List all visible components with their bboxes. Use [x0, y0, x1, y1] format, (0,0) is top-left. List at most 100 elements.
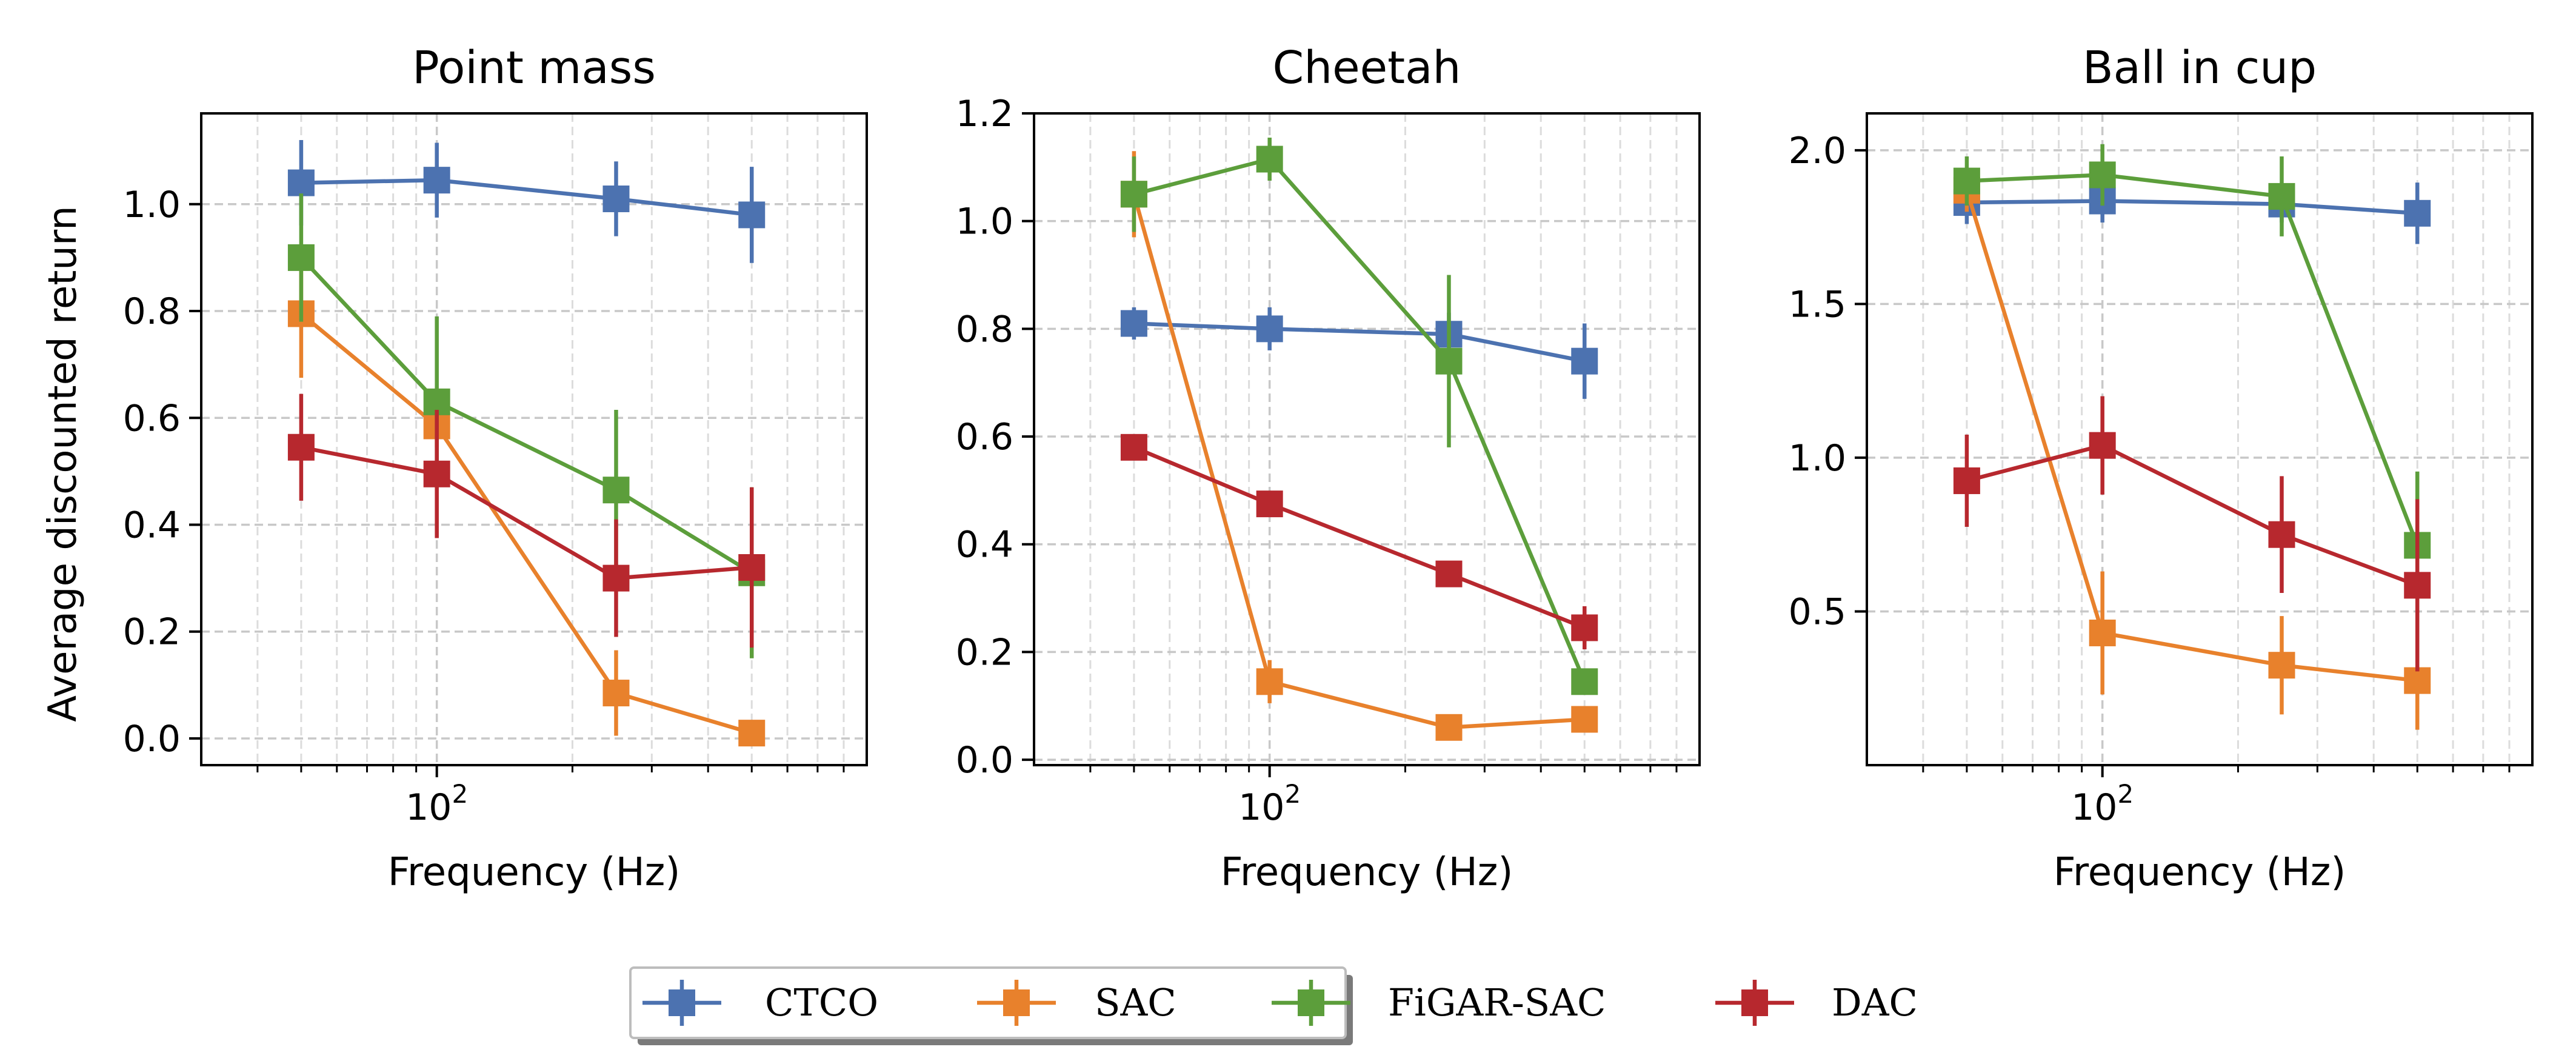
data-point [1571, 347, 1598, 375]
data-point [2404, 667, 2431, 694]
axes-frame [1866, 112, 2534, 766]
series-line [1966, 173, 2420, 546]
y-tick-label: 0.6 [123, 397, 181, 440]
data-point [738, 554, 766, 581]
y-tick-label: 1.0 [123, 184, 181, 226]
data-point [602, 477, 630, 504]
y-tick-label: 0.6 [956, 416, 1013, 458]
series-ctco [1953, 179, 2431, 244]
y-tick-label: 0.8 [123, 290, 181, 333]
panel-title: Cheetah [1273, 42, 1461, 94]
data-point [423, 167, 450, 194]
data-point [1256, 490, 1283, 518]
legend-marker [1741, 989, 1768, 1016]
series-dac [287, 393, 766, 648]
data-point [2089, 619, 2116, 646]
data-point [287, 244, 315, 271]
series-figar-sac [1120, 137, 1598, 695]
series-ctco [1120, 307, 1598, 399]
data-point [1120, 310, 1147, 337]
y-tick-label: 0.8 [956, 308, 1013, 350]
series-ctco [287, 140, 766, 263]
series-figar-sac [287, 193, 766, 658]
chart-panel-cheetah: 102 0.0 0.2 0.4 0.6 0.8 1.0 1.2 Cheetah Frequency… [956, 42, 1701, 895]
data-point [423, 460, 450, 487]
x-tick-label: 102 [405, 779, 468, 829]
series-line [1966, 199, 2418, 216]
legend-entry-dac: DAC [1715, 980, 1918, 1026]
data-point [287, 169, 315, 196]
y-tick-label: 0.0 [956, 739, 1013, 782]
y-tick-label: 0.4 [956, 524, 1013, 566]
legend-marker [669, 989, 695, 1016]
data-point [2404, 572, 2431, 599]
y-tick-label: 0.5 [1789, 591, 1846, 633]
y-tick-label: 0.4 [123, 504, 181, 546]
data-point [1256, 668, 1283, 695]
legend-label: SAC [1095, 980, 1176, 1025]
data-point [1571, 614, 1598, 641]
y-tick-label: 2.0 [1789, 130, 1846, 172]
panel-title: Point mass [412, 42, 656, 94]
x-tick-label: 102 [2071, 779, 2134, 829]
data-point [287, 433, 315, 461]
data-point [602, 680, 630, 707]
y-tick-label: 0.0 [123, 718, 181, 760]
data-point [1256, 315, 1283, 343]
chart-panel-ball-in-cup: 102 0.5 1.0 1.5 2.0 Ball in cup Frequency (Hz) [1789, 42, 2534, 895]
series-dac [1953, 396, 2431, 672]
data-point [1256, 146, 1283, 173]
series-line [1133, 157, 1587, 683]
data-point [2268, 521, 2295, 548]
x-axis-label: Frequency (Hz) [2054, 850, 2346, 895]
x-axis-label: Frequency (Hz) [1221, 850, 1513, 895]
data-point [2089, 432, 2116, 459]
y-tick-label: 1.0 [1789, 437, 1846, 480]
x-axis-label: Frequency (Hz) [388, 850, 681, 895]
legend-entry-ctco: CTCO [642, 980, 878, 1026]
series-dac [1120, 433, 1598, 649]
series-line [1132, 193, 1585, 730]
x-tick-label: 102 [1238, 779, 1301, 829]
data-point [1953, 167, 1980, 195]
legend: CTCO SAC FiGAR-SAC DAC [629, 966, 1918, 1045]
series-line [1133, 321, 1585, 363]
data-point [1120, 181, 1147, 208]
data-point [1953, 467, 1980, 494]
legend-entry-figar-sac: FiGAR-SAC [1272, 980, 1606, 1026]
data-point [1435, 714, 1463, 741]
data-point [1571, 706, 1598, 733]
data-point [738, 720, 766, 747]
data-point [2404, 199, 2431, 227]
legend-marker [1003, 989, 1030, 1016]
chart-panel-point-mass: 102 0.0 0.2 0.4 0.6 0.8 1.0 Point mass Frequency… [123, 42, 868, 895]
legend-label: CTCO [765, 980, 878, 1025]
y-tick-label: 1.0 [956, 201, 1013, 243]
series-line [1133, 445, 1586, 630]
data-point [602, 185, 630, 212]
chart-panels: 102 0.0 0.2 0.4 0.6 0.8 1.0 Point mass Frequency… [123, 42, 2534, 895]
panel-title: Ball in cup [2083, 42, 2317, 94]
data-point [2268, 652, 2295, 679]
series-line [1964, 189, 2418, 683]
series-sac [1953, 169, 2431, 730]
legend-marker [1298, 989, 1324, 1016]
data-point [738, 201, 766, 229]
data-point [602, 564, 630, 592]
axes-frame [200, 112, 868, 766]
legend-entry-sac: SAC [977, 980, 1176, 1026]
y-axis-label: Average discounted return [41, 206, 85, 722]
data-point [1435, 560, 1463, 587]
series-line [299, 312, 753, 735]
series-sac [287, 249, 766, 747]
legend-label: DAC [1832, 980, 1918, 1025]
series-line [301, 178, 752, 217]
legend-label: FiGAR-SAC [1388, 980, 1606, 1025]
y-tick-label: 1.5 [1789, 283, 1846, 326]
axes-frame [1033, 112, 1701, 766]
y-tick-label: 1.2 [956, 93, 1013, 135]
data-point [1571, 668, 1598, 695]
series-line [1966, 443, 2418, 587]
data-point [2089, 161, 2116, 189]
